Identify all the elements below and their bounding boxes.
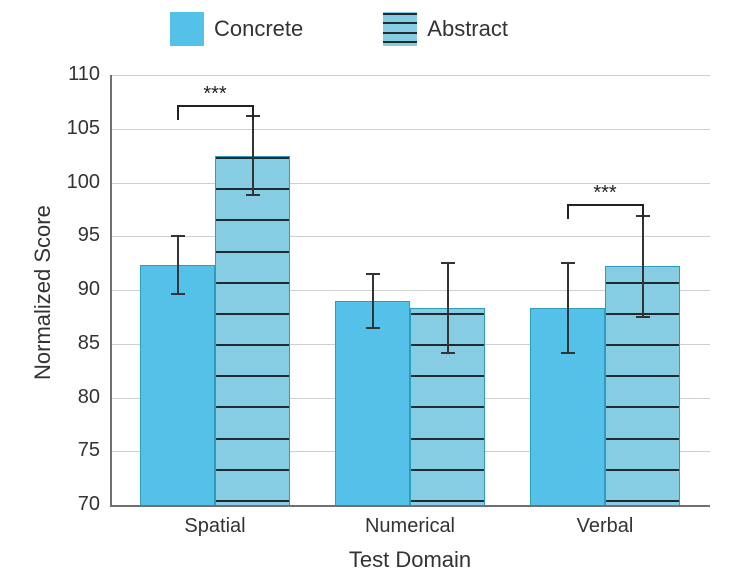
y-tick-label: 70 — [55, 493, 100, 516]
bar-concrete — [140, 265, 215, 505]
legend-swatch-concrete — [170, 12, 204, 46]
legend-item-concrete: Concrete — [170, 12, 303, 46]
legend: Concrete Abstract — [170, 12, 508, 46]
significance-label: *** — [593, 182, 616, 205]
bar-concrete — [335, 301, 410, 505]
legend-label-abstract: Abstract — [427, 16, 508, 42]
legend-label-concrete: Concrete — [214, 16, 303, 42]
y-tick-label: 95 — [55, 224, 100, 247]
significance-label: *** — [203, 83, 226, 106]
y-tick-label: 85 — [55, 332, 100, 355]
legend-item-abstract: Abstract — [383, 12, 508, 46]
plot-area: *** *** — [110, 75, 710, 505]
legend-swatch-abstract — [383, 12, 417, 46]
x-tick-label: Numerical — [365, 515, 455, 538]
y-tick-label: 110 — [55, 63, 100, 86]
y-tick-label: 90 — [55, 278, 100, 301]
y-tick-label: 105 — [55, 117, 100, 140]
y-tick-label: 75 — [55, 439, 100, 462]
y-tick-label: 80 — [55, 386, 100, 409]
x-tick-label: Spatial — [184, 515, 245, 538]
bar-chart: Concrete Abstract Normalized Score *****… — [0, 0, 743, 584]
y-tick-label: 100 — [55, 171, 100, 194]
x-tick-label: Verbal — [577, 515, 634, 538]
y-axis-label: Normalized Score — [30, 205, 56, 380]
bar-abstract — [215, 156, 290, 505]
x-axis-label: Test Domain — [110, 547, 710, 573]
